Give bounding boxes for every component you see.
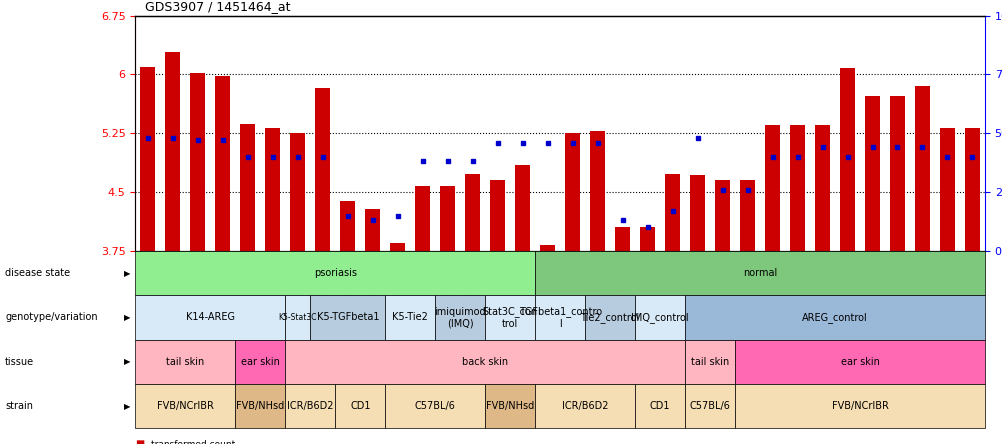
Text: K5-TGFbeta1: K5-TGFbeta1	[317, 313, 379, 322]
Bar	[190, 73, 205, 251]
Text: ▶: ▶	[124, 357, 130, 366]
Text: normal: normal	[742, 268, 777, 278]
Bar	[440, 186, 455, 251]
Bar	[840, 68, 854, 251]
Text: tail skin: tail skin	[166, 357, 204, 367]
Text: C57BL/6: C57BL/6	[415, 401, 455, 411]
Text: tissue: tissue	[5, 357, 34, 367]
Text: FVB/NHsd: FVB/NHsd	[486, 401, 534, 411]
Text: CD1: CD1	[649, 401, 669, 411]
Bar	[540, 246, 555, 251]
Text: C57BL/6: C57BL/6	[689, 401, 729, 411]
Text: AREG_control: AREG_control	[802, 312, 867, 323]
Bar	[315, 88, 330, 251]
Text: transformed count: transformed count	[151, 440, 235, 444]
Text: FVB/NCrIBR: FVB/NCrIBR	[831, 401, 888, 411]
Bar	[140, 67, 155, 251]
Bar	[165, 52, 180, 251]
Bar	[864, 96, 879, 251]
Text: strain: strain	[5, 401, 33, 411]
Bar	[390, 243, 405, 251]
Text: Stat3C_con
trol: Stat3C_con trol	[482, 306, 537, 329]
Bar	[815, 125, 830, 251]
Bar	[215, 76, 230, 251]
Text: ear skin: ear skin	[240, 357, 280, 367]
Text: imiquimod
(IMQ): imiquimod (IMQ)	[434, 307, 486, 328]
Text: back skin: back skin	[462, 357, 508, 367]
Bar	[639, 227, 654, 251]
Bar	[664, 174, 679, 251]
Text: FVB/NHsd: FVB/NHsd	[236, 401, 285, 411]
Bar	[964, 128, 979, 251]
Bar	[589, 131, 604, 251]
Text: genotype/variation: genotype/variation	[5, 313, 97, 322]
Bar	[490, 180, 505, 251]
Text: ICR/B6D2: ICR/B6D2	[561, 401, 608, 411]
Text: ▶: ▶	[124, 402, 130, 411]
Text: Tie2_control: Tie2_control	[580, 312, 639, 323]
Text: ear skin: ear skin	[840, 357, 879, 367]
Text: ▶: ▶	[124, 269, 130, 278]
Bar	[564, 133, 579, 251]
Bar	[515, 165, 530, 251]
Text: IMQ_control: IMQ_control	[630, 312, 688, 323]
Text: ■: ■	[135, 439, 144, 444]
Bar	[465, 174, 480, 251]
Bar	[765, 125, 780, 251]
Text: TGFbeta1_contro
l: TGFbeta1_contro l	[518, 306, 601, 329]
Bar	[614, 227, 629, 251]
Text: FVB/NCrIBR: FVB/NCrIBR	[156, 401, 213, 411]
Text: CD1: CD1	[350, 401, 370, 411]
Text: ICR/B6D2: ICR/B6D2	[287, 401, 334, 411]
Bar	[689, 175, 704, 251]
Bar	[365, 209, 380, 251]
Bar	[790, 125, 805, 251]
Text: K5-Stat3C: K5-Stat3C	[279, 313, 317, 322]
Text: tail skin: tail skin	[690, 357, 728, 367]
Text: disease state: disease state	[5, 268, 70, 278]
Text: psoriasis: psoriasis	[314, 268, 357, 278]
Bar	[939, 128, 954, 251]
Text: ▶: ▶	[124, 313, 130, 322]
Bar	[240, 124, 256, 251]
Bar	[914, 86, 929, 251]
Bar	[266, 128, 280, 251]
Bar	[714, 180, 729, 251]
Bar	[739, 180, 755, 251]
Text: K14-AREG: K14-AREG	[185, 313, 234, 322]
Bar	[889, 96, 904, 251]
Bar	[290, 133, 305, 251]
Text: K5-Tie2: K5-Tie2	[392, 313, 428, 322]
Bar	[340, 202, 355, 251]
Text: GDS3907 / 1451464_at: GDS3907 / 1451464_at	[145, 0, 291, 13]
Bar	[415, 186, 430, 251]
